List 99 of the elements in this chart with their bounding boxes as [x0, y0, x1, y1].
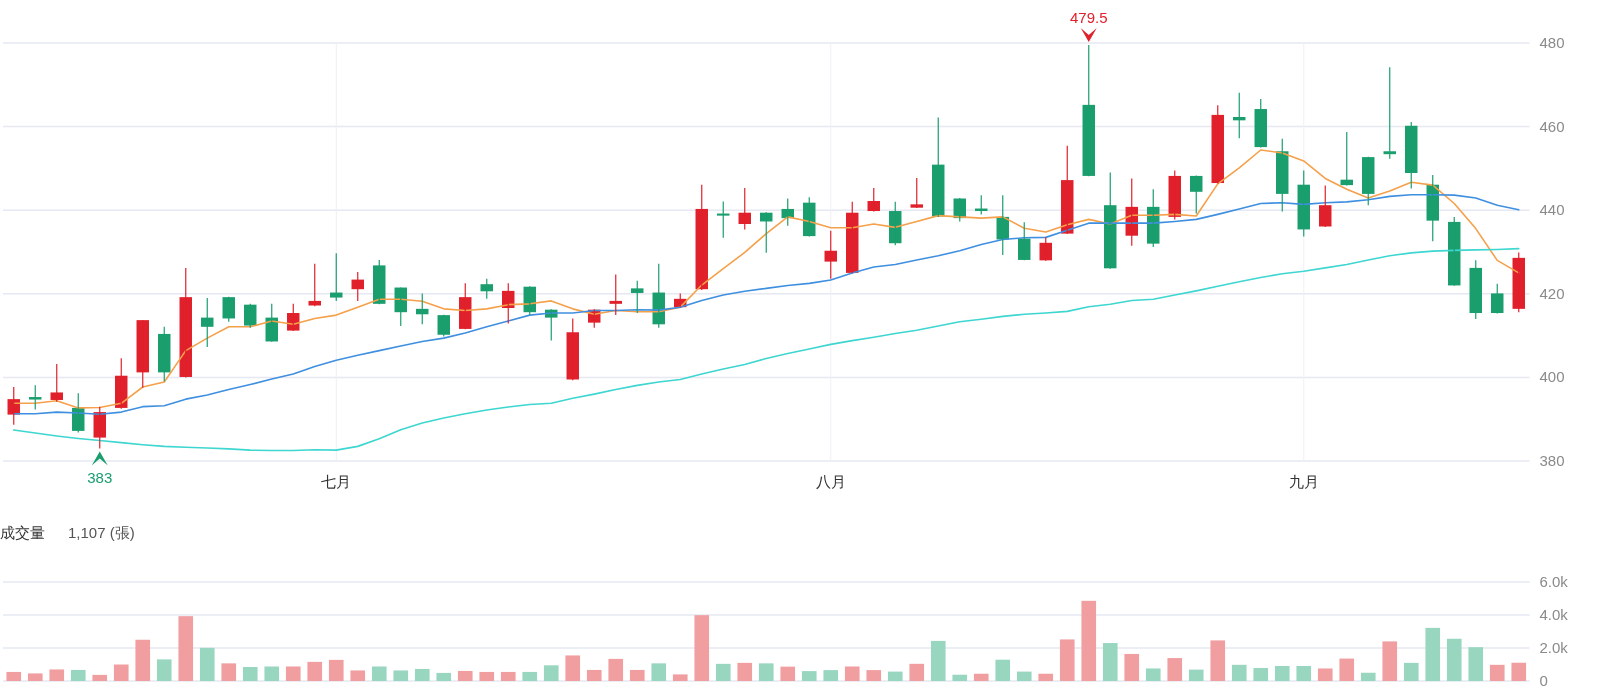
annotation: 479.5 — [1069, 9, 1108, 27]
candlestick — [910, 177, 923, 209]
bar — [823, 670, 839, 681]
bar — [199, 647, 215, 681]
bar — [887, 671, 903, 681]
candlestick — [1491, 283, 1504, 315]
bar — [651, 663, 667, 681]
bar — [436, 672, 452, 681]
bar — [1081, 600, 1097, 681]
candlestick — [50, 363, 63, 403]
bar — [242, 666, 258, 681]
bar — [608, 658, 624, 681]
bar — [1403, 662, 1419, 681]
annotation: 383 — [87, 469, 113, 487]
y-tick-label: 0 — [1539, 672, 1548, 689]
bar — [350, 670, 366, 681]
bar — [586, 669, 602, 681]
bar — [1253, 667, 1269, 681]
x-tick-label: 九月 — [1288, 473, 1319, 490]
bar — [1511, 662, 1527, 681]
bar — [1317, 668, 1333, 681]
bar — [113, 664, 129, 681]
bar — [479, 671, 495, 681]
candlestick — [1319, 184, 1332, 228]
bar — [371, 666, 387, 681]
bar — [414, 668, 430, 681]
bar — [221, 663, 237, 681]
bar — [1360, 672, 1376, 681]
bar — [973, 673, 989, 681]
bar — [1339, 658, 1355, 681]
bar — [1016, 671, 1032, 681]
candlestick — [609, 273, 622, 316]
bar — [1102, 643, 1118, 681]
bar — [1210, 640, 1226, 681]
bar — [285, 666, 301, 681]
bar — [909, 663, 925, 681]
bar — [500, 671, 516, 681]
bar — [1038, 673, 1054, 681]
bar — [264, 666, 280, 681]
bar — [952, 674, 968, 681]
x-tick-label: 八月 — [815, 473, 846, 490]
bar — [1296, 665, 1312, 681]
bar — [1167, 658, 1183, 681]
y-tick-label: 400 — [1539, 368, 1565, 386]
bar — [543, 665, 559, 681]
bar — [866, 670, 882, 681]
bar — [672, 674, 688, 681]
y-tick-label: 6.0k — [1539, 573, 1569, 590]
bar — [930, 640, 946, 681]
bar — [1274, 665, 1290, 681]
bar — [1446, 638, 1462, 681]
chart-title: 成交量 — [0, 524, 45, 541]
bar — [70, 669, 86, 681]
y-tick-label: 480 — [1539, 34, 1565, 51]
bar — [1382, 641, 1398, 681]
bar — [1124, 653, 1140, 681]
bar — [1489, 664, 1505, 681]
x-tick-label: 七月 — [321, 473, 352, 490]
bar — [629, 669, 645, 681]
bar — [801, 671, 817, 681]
bar — [737, 662, 753, 681]
y-tick-label: 420 — [1539, 284, 1565, 302]
chart-subtitle: 1,107 (張) — [68, 524, 135, 541]
bar — [27, 673, 43, 681]
bar — [715, 663, 731, 681]
bar — [307, 661, 323, 681]
bar — [522, 671, 538, 681]
bar — [995, 659, 1011, 681]
y-tick-label: 4.0k — [1539, 606, 1569, 623]
candlestick — [29, 384, 42, 411]
bar — [1145, 668, 1161, 681]
bar — [1188, 669, 1204, 681]
y-tick-label: 380 — [1539, 452, 1565, 469]
bar — [328, 659, 344, 681]
y-tick-label: 440 — [1539, 201, 1565, 219]
candlestick — [437, 314, 450, 338]
bar — [694, 615, 710, 681]
bar — [758, 663, 774, 681]
candlestick — [631, 280, 644, 314]
bar — [393, 670, 409, 681]
bar — [135, 639, 151, 681]
candlestick — [1383, 66, 1396, 160]
bar — [92, 674, 108, 681]
y-tick-label: 2.0k — [1539, 639, 1569, 656]
bar — [178, 616, 194, 681]
bar — [1231, 664, 1247, 681]
bar — [780, 666, 796, 681]
candlestick — [308, 263, 321, 307]
bar — [1468, 647, 1484, 681]
line-series — [12, 247, 1520, 452]
bar — [156, 659, 172, 681]
bar — [49, 669, 65, 681]
y-tick-label: 460 — [1539, 117, 1565, 135]
bar — [565, 655, 581, 681]
bar — [6, 671, 22, 681]
bar — [1425, 627, 1441, 681]
bar — [457, 670, 473, 681]
bar — [1059, 639, 1075, 681]
bar — [844, 666, 860, 681]
